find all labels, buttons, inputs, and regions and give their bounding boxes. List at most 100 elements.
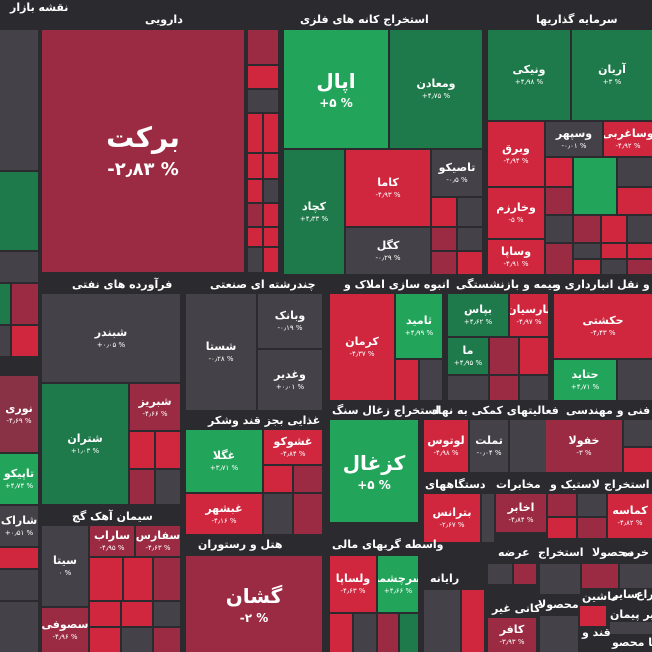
tile[interactable] (248, 204, 262, 226)
tile[interactable] (248, 154, 262, 178)
tile[interactable] (462, 590, 484, 652)
tile[interactable] (420, 360, 442, 400)
tile[interactable] (548, 518, 576, 538)
tile[interactable] (156, 432, 180, 468)
tile[interactable] (156, 470, 180, 504)
tile-hakeshti[interactable]: حکشتی% ۴٫۴۳- (554, 294, 652, 358)
tile-sarcheshme[interactable]: سرچشمه% ۴٫۶۶+ (378, 556, 418, 612)
tile[interactable] (248, 30, 278, 64)
tile[interactable] (12, 284, 38, 324)
tile[interactable] (264, 204, 278, 226)
tile[interactable] (574, 260, 600, 274)
tile[interactable] (582, 564, 618, 588)
tile-tamalat[interactable]: تملت% ۰٫۰۴- (470, 420, 508, 472)
tile[interactable] (488, 564, 512, 584)
tile-vaneki[interactable]: ونیکی% ۴٫۹۸+ (488, 30, 570, 120)
tile[interactable] (90, 602, 120, 626)
tile[interactable] (546, 244, 572, 274)
tile[interactable] (400, 614, 418, 652)
tile[interactable] (520, 376, 548, 400)
tile[interactable] (248, 90, 278, 112)
tile[interactable] (618, 188, 652, 214)
tile[interactable] (520, 338, 548, 374)
tile[interactable] (12, 326, 38, 356)
tile[interactable] (424, 590, 460, 652)
tile-gheshahar[interactable]: غبشهر% ۴٫۱۶- (186, 494, 262, 534)
tile[interactable] (0, 172, 38, 250)
tile[interactable] (578, 518, 606, 538)
tile[interactable] (602, 260, 626, 274)
tile[interactable] (122, 628, 152, 652)
tile-vasepehr[interactable]: وسپهر% ۰٫۰۱- (546, 122, 602, 156)
tile[interactable] (90, 628, 120, 652)
tile[interactable] (0, 30, 38, 170)
tile[interactable] (624, 448, 652, 472)
tile[interactable] (248, 248, 262, 272)
tile-kholoula[interactable]: خفولا% ۳- (546, 420, 622, 472)
tile[interactable] (354, 614, 376, 652)
tile-gashan[interactable]: گشان% ۲- (186, 556, 322, 652)
tile[interactable] (448, 376, 488, 400)
tile[interactable] (574, 158, 616, 214)
tile[interactable] (0, 326, 10, 356)
tile-kazal[interactable]: کزغال% ۵+ (330, 420, 418, 522)
tile[interactable] (490, 376, 518, 400)
tile[interactable] (546, 216, 572, 242)
tile-vamaaden[interactable]: ومعادن% ۴٫۷۵+ (390, 30, 482, 148)
tile[interactable] (546, 188, 572, 214)
tile[interactable] (580, 606, 606, 626)
tile[interactable] (248, 180, 262, 202)
tile-barkat[interactable]: برکت% ۲٫۸۳- (42, 30, 244, 272)
tile[interactable] (130, 432, 154, 468)
tile[interactable] (154, 602, 180, 626)
tile[interactable] (548, 494, 576, 516)
tile[interactable] (578, 494, 606, 516)
tile-akhaber[interactable]: اخابر% ۴٫۸۴- (496, 494, 546, 532)
tile-saamid[interactable]: ثامید% ۴٫۹۹+ (396, 294, 442, 358)
tile[interactable] (628, 260, 652, 274)
tile-valsapa[interactable]: ولساپا% ۴٫۶۳- (330, 556, 376, 612)
tile[interactable] (122, 602, 152, 626)
tile[interactable] (628, 244, 652, 258)
tile[interactable] (490, 338, 518, 374)
tile[interactable] (482, 494, 494, 542)
tile[interactable] (154, 558, 180, 600)
tile-vabank[interactable]: وبانک% ۰٫۱۹- (258, 294, 322, 348)
tile-safars[interactable]: سفارس% ۴٫۶۳- (136, 526, 180, 556)
tile[interactable] (546, 158, 572, 186)
tile[interactable] (248, 114, 262, 152)
tile[interactable] (540, 564, 580, 594)
tile-vaghadir[interactable]: وغدیر% ۰٫۰۱+ (258, 350, 322, 410)
tile[interactable] (618, 158, 652, 186)
tile-sharak[interactable]: شاراک% ۰٫۵۱+ (0, 506, 38, 546)
tile-kafar[interactable]: کافر% ۳٫۹۳- (488, 618, 536, 652)
tile-hataid[interactable]: حتاید% ۴٫۷۱+ (554, 360, 616, 400)
tile-nouri[interactable]: نوری% ۴٫۶۹- (0, 376, 38, 452)
tile-vaghadir-s[interactable]: وساغربی% ۴٫۹۲- (604, 122, 652, 156)
tile-bapas[interactable]: بپاس% ۴٫۶۲+ (448, 294, 508, 336)
tile-tapiko[interactable]: تاپیکو% ۴٫۷۴+ (0, 454, 38, 504)
tile[interactable] (432, 198, 456, 226)
tile[interactable] (432, 252, 456, 274)
tile-kamase[interactable]: کماسه% ۴٫۸۲- (608, 494, 652, 538)
tile[interactable] (628, 216, 652, 242)
tile[interactable] (378, 614, 398, 652)
tile-kerman[interactable]: کرمان% ۴٫۳۷- (330, 294, 394, 400)
tile[interactable] (574, 244, 600, 258)
tile[interactable] (294, 494, 322, 534)
tile[interactable] (248, 66, 278, 88)
tile[interactable] (124, 558, 152, 600)
tile[interactable] (514, 564, 536, 584)
tile-shasta[interactable]: شستا% ۰٫۲۸- (186, 294, 256, 410)
tile[interactable] (458, 198, 482, 226)
tile-shatran[interactable]: شتران% ۱٫۰۳+ (42, 384, 128, 504)
tile[interactable] (264, 180, 278, 202)
tile[interactable] (264, 154, 278, 178)
tile[interactable] (458, 252, 482, 274)
tile-ma[interactable]: ما% ۴٫۹۵+ (448, 338, 488, 374)
tile-betranas[interactable]: بترانس% ۲٫۶۷- (424, 494, 480, 542)
tile[interactable] (248, 228, 262, 246)
tile-sita[interactable]: سیتا% ۰ (42, 526, 88, 606)
tile-vasapa[interactable]: وساپا% ۴٫۹۱- (488, 240, 544, 274)
tile-kama[interactable]: کاما% ۴٫۹۳- (346, 150, 430, 226)
